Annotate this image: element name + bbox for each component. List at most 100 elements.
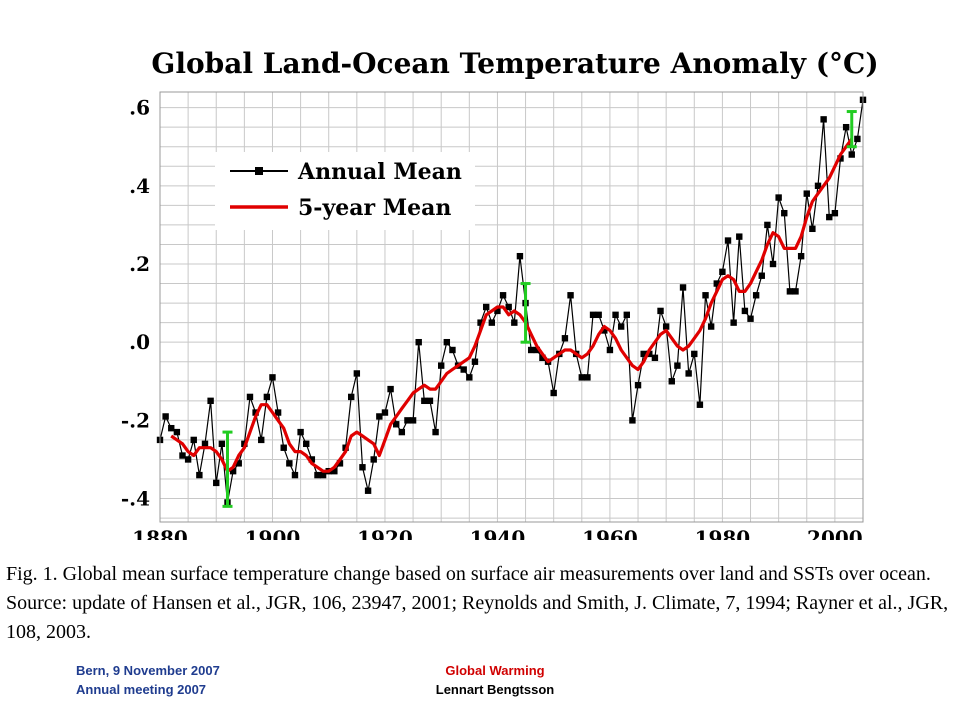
annual-mean-point bbox=[432, 428, 439, 436]
annual-mean-point bbox=[617, 323, 625, 330]
y-tick-label: .0 bbox=[129, 330, 150, 354]
x-axis-tick-labels: 1880 1900 1920 1940 1960 1980 2000 bbox=[132, 526, 863, 540]
annual-mean-point bbox=[252, 409, 259, 416]
annual-mean-point bbox=[781, 209, 788, 217]
annual-mean-point bbox=[482, 303, 490, 311]
annual-mean-point bbox=[691, 350, 698, 358]
legend-annual-marker bbox=[255, 167, 263, 175]
y-tick-label: .4 bbox=[129, 174, 150, 198]
annual-mean-point bbox=[387, 385, 394, 393]
annual-mean-point bbox=[657, 307, 664, 315]
annual-mean-point bbox=[393, 421, 400, 428]
annual-mean-point bbox=[601, 327, 608, 334]
annual-mean-point bbox=[235, 460, 242, 467]
annual-mean-point bbox=[612, 311, 619, 319]
annual-mean-point bbox=[786, 288, 794, 295]
footer-date-line: Bern, 9 November 2007 bbox=[76, 663, 220, 678]
annual-mean-point bbox=[741, 307, 749, 315]
annual-mean-point bbox=[168, 424, 175, 432]
annual-mean-point bbox=[668, 378, 675, 385]
annual-mean-point bbox=[730, 319, 737, 326]
annual-mean-point bbox=[179, 452, 186, 459]
annual-mean-point bbox=[724, 237, 732, 244]
annual-mean-point bbox=[511, 319, 518, 326]
annual-mean-point bbox=[854, 135, 861, 143]
five-year-mean-line bbox=[170, 137, 854, 473]
annual-mean-point bbox=[606, 346, 614, 354]
x-tick-label: 1900 bbox=[245, 526, 301, 540]
annual-mean-point bbox=[752, 292, 760, 299]
annual-mean-point bbox=[848, 151, 855, 158]
annual-mean-point bbox=[803, 190, 810, 197]
annual-mean-point bbox=[831, 209, 839, 217]
annual-mean-point bbox=[747, 315, 754, 322]
annual-mean-point bbox=[719, 268, 726, 276]
annual-mean-point bbox=[837, 155, 844, 162]
annual-mean-point bbox=[662, 323, 670, 330]
y-tick-label: -.4 bbox=[121, 487, 150, 511]
annual-mean-point bbox=[331, 467, 338, 475]
annual-mean-point bbox=[550, 389, 557, 397]
annual-mean-point bbox=[634, 381, 642, 389]
annual-mean-point bbox=[842, 123, 850, 131]
annual-mean-point bbox=[589, 311, 597, 319]
annual-mean-point bbox=[623, 311, 630, 319]
annual-mean-point bbox=[702, 292, 709, 299]
annual-mean-point bbox=[229, 467, 237, 475]
annual-mean-point bbox=[539, 354, 546, 362]
annual-mean-point bbox=[505, 303, 512, 311]
annual-mean-point bbox=[258, 436, 265, 444]
annual-mean-point bbox=[736, 233, 743, 240]
annual-mean-point bbox=[820, 116, 827, 123]
legend-annual-label: Annual Mean bbox=[297, 159, 462, 185]
annual-mean-point bbox=[263, 393, 271, 401]
annual-mean-point bbox=[421, 397, 428, 405]
chart-title: Global Land-Ocean Temperature Anomaly (°… bbox=[151, 47, 878, 80]
y-tick-label: .6 bbox=[129, 96, 150, 120]
annual-mean-point bbox=[353, 370, 361, 377]
plot-border bbox=[159, 91, 864, 523]
annual-mean-point bbox=[207, 397, 214, 405]
annual-mean-point bbox=[685, 370, 692, 377]
annual-mean-point bbox=[527, 346, 535, 354]
annual-mean-point bbox=[797, 252, 805, 260]
annual-mean-point bbox=[477, 319, 484, 326]
annual-mean-point bbox=[213, 479, 220, 487]
annual-mean-point bbox=[460, 366, 467, 373]
figure-caption: Fig. 1. Global mean surface temperature … bbox=[6, 563, 949, 643]
annual-mean-point bbox=[201, 440, 209, 448]
annual-mean-point bbox=[370, 456, 377, 463]
x-tick-label: 1960 bbox=[582, 526, 638, 540]
annual-mean-point bbox=[348, 393, 355, 401]
annual-mean-point bbox=[404, 417, 411, 424]
annual-mean-point bbox=[314, 471, 321, 479]
x-tick-label: 2000 bbox=[807, 526, 863, 540]
annual-mean-point bbox=[826, 213, 833, 221]
annual-mean-point bbox=[336, 460, 344, 467]
annual-mean-point bbox=[319, 471, 327, 479]
annual-mean-point bbox=[173, 428, 181, 436]
annual-mean-point bbox=[308, 456, 316, 463]
annual-mean-point bbox=[499, 292, 507, 299]
annual-mean-point bbox=[494, 307, 501, 315]
footer-title-line: Global Warming bbox=[445, 663, 545, 678]
annual-mean-point bbox=[578, 374, 585, 381]
x-tick-label: 1940 bbox=[470, 526, 526, 540]
annual-mean-point bbox=[814, 182, 822, 190]
x-tick-label: 1920 bbox=[357, 526, 413, 540]
annual-mean-point bbox=[269, 374, 276, 381]
annual-mean-point bbox=[409, 417, 417, 424]
annual-mean-point bbox=[376, 413, 383, 420]
annual-mean-point bbox=[449, 346, 456, 354]
annual-mean-point bbox=[713, 280, 720, 287]
annual-mean-point bbox=[629, 417, 636, 424]
annual-mean-point bbox=[651, 354, 659, 362]
annual-mean-point bbox=[274, 409, 282, 416]
annual-mean-point bbox=[286, 460, 293, 467]
annual-mean-point bbox=[584, 374, 591, 381]
annual-mean-point bbox=[297, 428, 304, 436]
legend: Annual Mean 5-year Mean bbox=[230, 159, 462, 221]
annual-mean-point bbox=[398, 428, 406, 436]
annual-mean-point bbox=[646, 350, 653, 358]
annual-mean-point bbox=[415, 338, 422, 346]
